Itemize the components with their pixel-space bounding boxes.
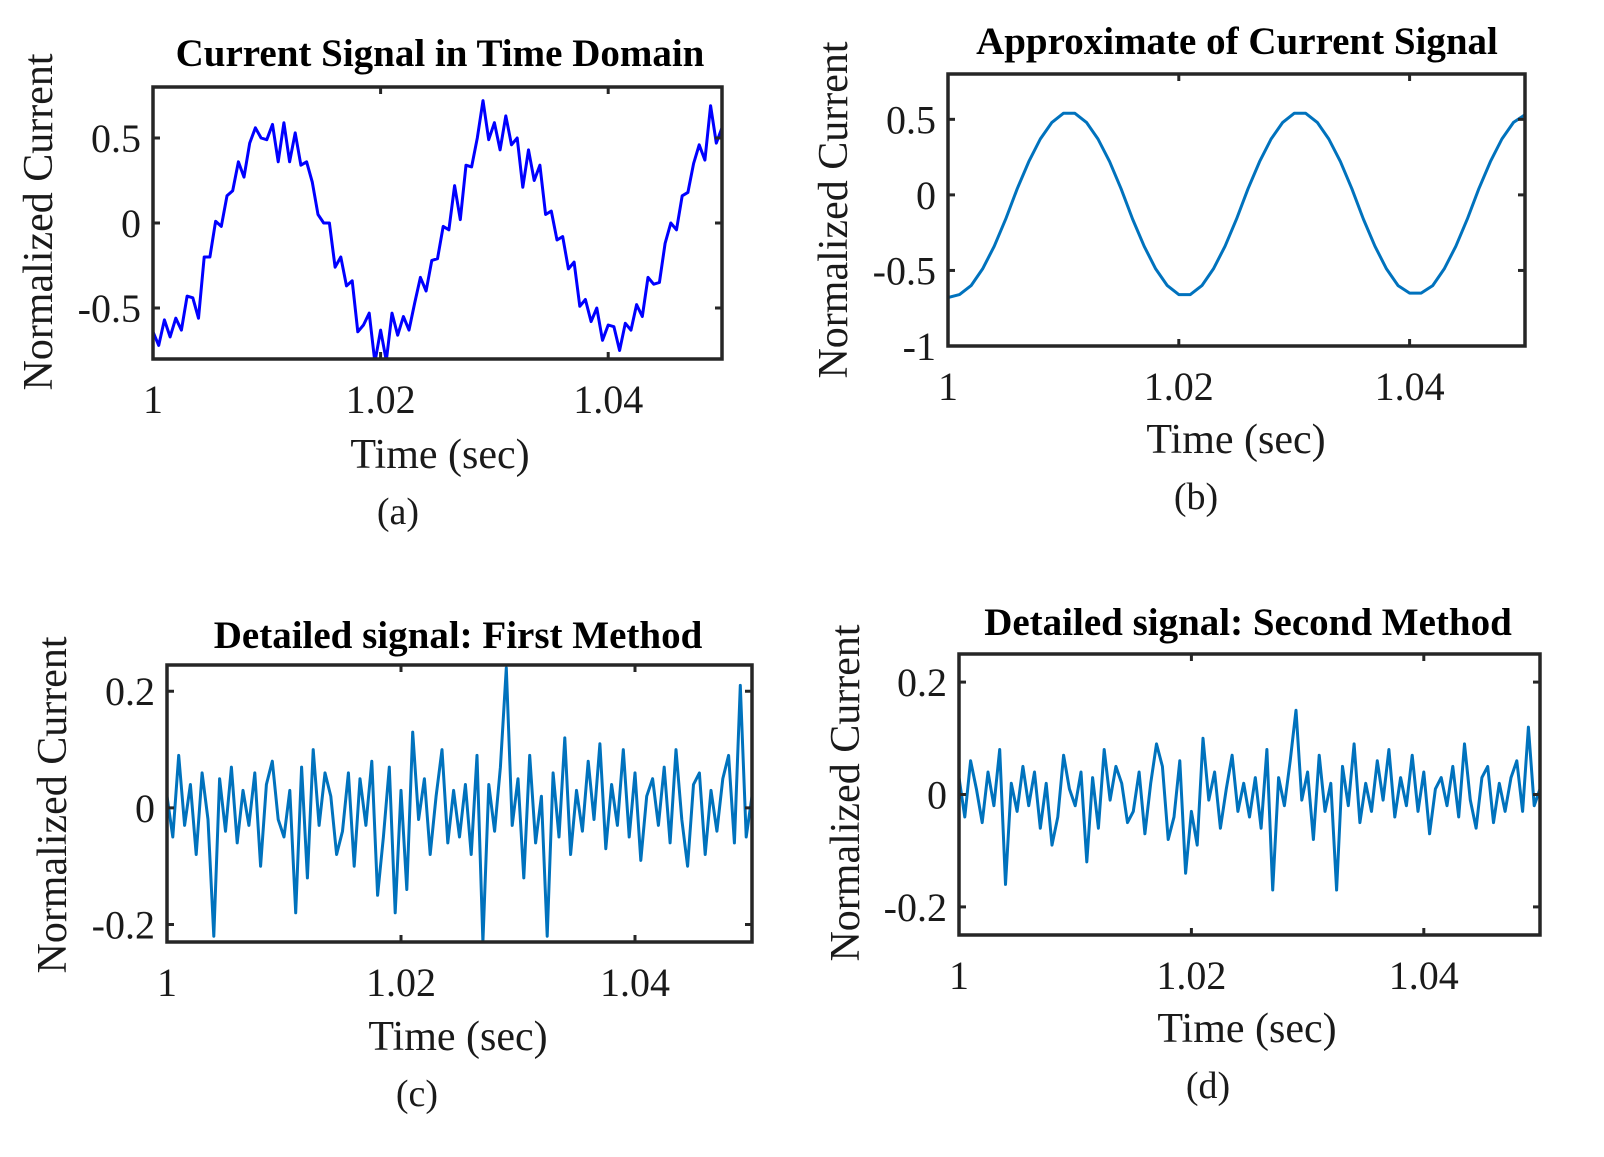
y-tick-label: 0 <box>927 773 947 818</box>
x-tick-label: 1.04 <box>1375 364 1445 409</box>
subplot-caption: (c) <box>396 1073 438 1115</box>
y-tick-label: 0 <box>916 173 936 218</box>
y-axis-label: Normalized Current <box>811 41 857 378</box>
axes-box <box>151 85 724 361</box>
series-line <box>153 99 722 359</box>
x-tick-label: 1.04 <box>1389 953 1459 998</box>
y-tick-label: -0.5 <box>78 286 141 331</box>
x-axis-label: Time (sec) <box>1157 1006 1336 1052</box>
y-axis-label: Normalized Current <box>16 53 62 390</box>
chart-title: Approximate of Current Signal <box>976 20 1498 63</box>
x-tick-label: 1 <box>949 953 969 998</box>
x-tick-label: 1.04 <box>573 377 643 422</box>
y-tick-label: -0.2 <box>884 885 947 930</box>
subplot-c: 1 1.02 1.04 -0.2 0 0.2 Detailed signal: First … <box>30 614 754 1115</box>
x-tick-label: 1.04 <box>600 960 670 1005</box>
x-axis-label: Time (sec) <box>1146 417 1325 463</box>
x-axis-label: Time (sec) <box>350 432 529 478</box>
x-tick-label: 1.02 <box>1156 953 1226 998</box>
subplot-b: 1 1.02 1.04 -1 -0.5 0 0.5 Approximate of Curren… <box>811 20 1527 518</box>
x-tick-label: 1 <box>157 960 177 1005</box>
y-tick-label: 0 <box>135 786 155 831</box>
y-tick-label: 0.2 <box>897 660 947 705</box>
x-tick-label: 1 <box>938 364 958 409</box>
y-axis-label: Normalized Current <box>823 624 869 961</box>
chart-title: Current Signal in Time Domain <box>176 32 705 75</box>
x-axis-label: Time (sec) <box>368 1014 547 1060</box>
y-tick-label: -1 <box>903 324 936 369</box>
axes-box <box>946 72 1527 348</box>
x-tick-label: 1.02 <box>1144 364 1214 409</box>
y-axis-label: Normalized Current <box>30 636 76 973</box>
y-tick-label: 0.2 <box>105 669 155 714</box>
axes-box <box>165 663 754 944</box>
series-line <box>167 666 752 942</box>
y-tick-label: 0.5 <box>91 116 141 161</box>
subplot-caption: (a) <box>377 491 419 533</box>
subplot-caption: (b) <box>1174 476 1218 518</box>
y-tick-label: 0 <box>121 201 141 246</box>
series-line <box>948 111 1525 300</box>
y-tick-label: -0.2 <box>92 903 155 948</box>
x-tick-label: 1.02 <box>346 377 416 422</box>
subplot-caption: (d) <box>1186 1065 1230 1107</box>
series-line <box>959 708 1540 892</box>
x-tick-label: 1.02 <box>366 960 436 1005</box>
x-tick-label: 1 <box>143 377 163 422</box>
chart-title: Detailed signal: First Method <box>214 614 703 657</box>
chart-title: Detailed signal: Second Method <box>984 601 1512 644</box>
y-tick-label: -0.5 <box>873 248 936 293</box>
y-tick-label: 0.5 <box>886 97 936 142</box>
subplot-a: 1 1.02 1.04 -0.5 0 0.5 Current Signal in Time … <box>16 32 724 533</box>
subplot-d: 1 1.02 1.04 -0.2 0 0.2 Detailed signal: Second… <box>823 601 1542 1107</box>
